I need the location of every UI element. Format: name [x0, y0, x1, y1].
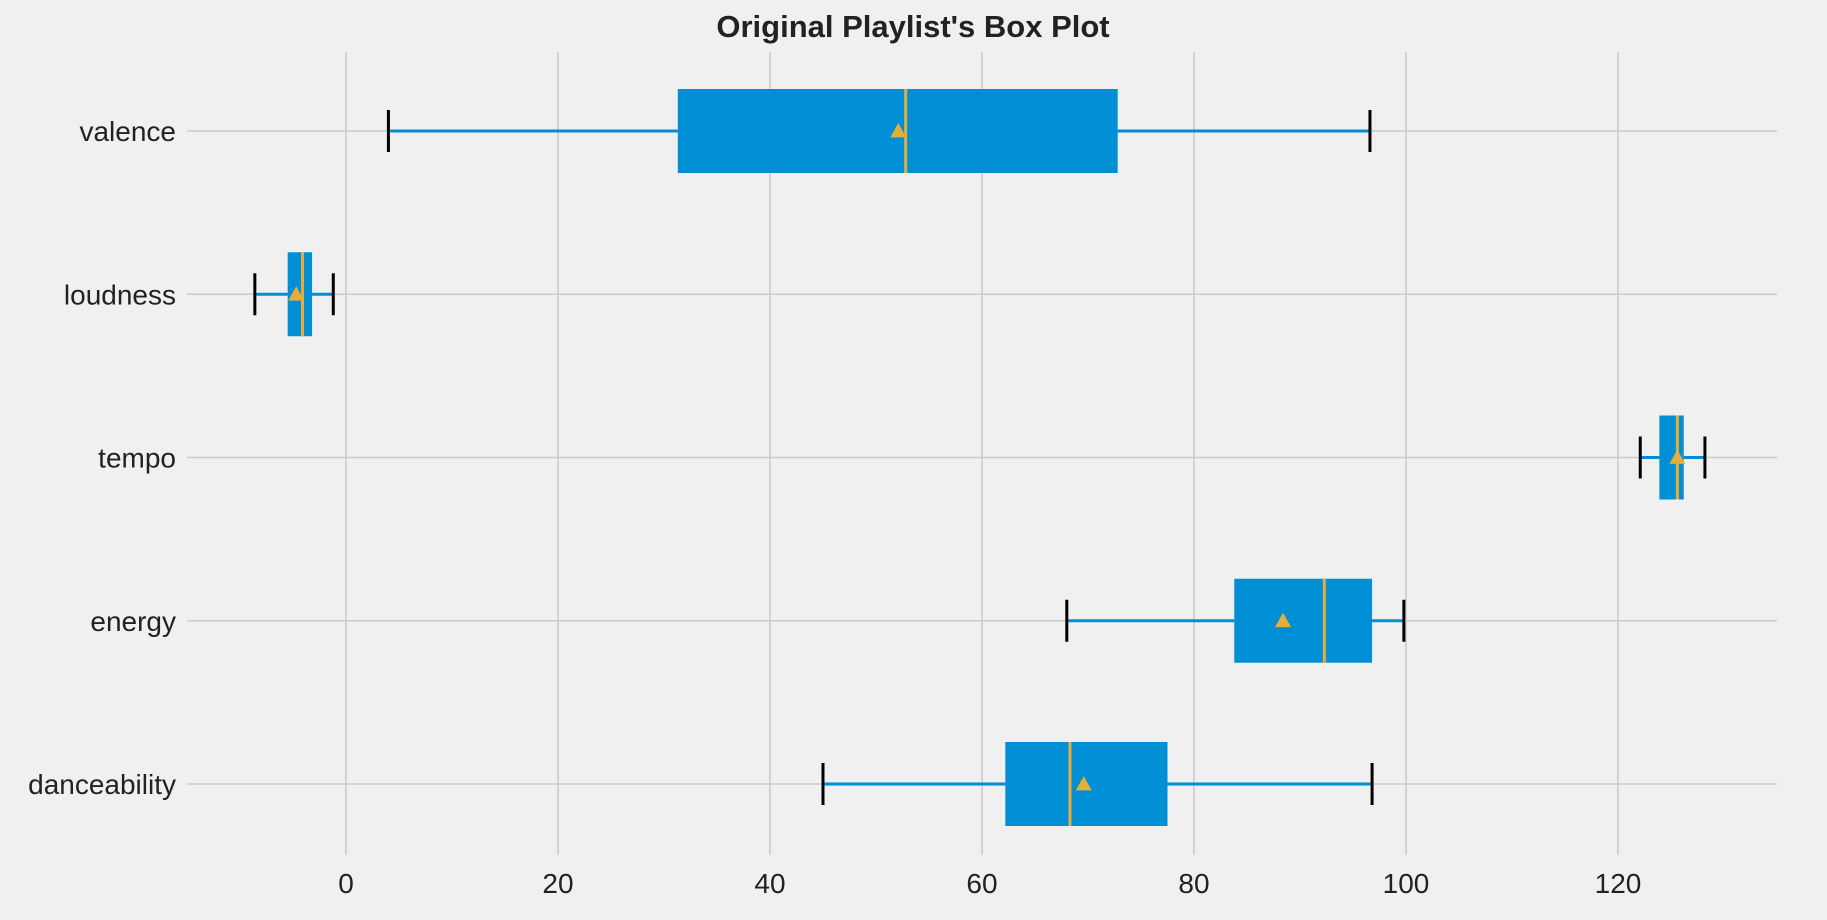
box-loudness: [253, 252, 335, 337]
x-axis-ticks: 0 20 40 60 80 100 120: [338, 868, 1641, 899]
box-valence: [386, 89, 1372, 173]
x-tick-label: 80: [1178, 868, 1209, 899]
mean-marker: [1669, 449, 1686, 464]
x-tick-label: 60: [966, 868, 997, 899]
box-layer: [253, 89, 1707, 826]
x-tick-label: 40: [754, 868, 785, 899]
mean-marker: [1075, 776, 1092, 791]
y-tick-label: energy: [90, 606, 176, 637]
x-tick-label: 20: [542, 868, 573, 899]
x-tick-label: 100: [1383, 868, 1430, 899]
box-tempo: [1638, 415, 1707, 500]
y-tick-label: loudness: [64, 279, 176, 310]
y-tick-label: valence: [79, 116, 176, 147]
box-danceability: [821, 742, 1374, 826]
mean-marker: [1275, 612, 1292, 628]
y-axis-ticks: danceability energy tempo loudness valence: [28, 116, 176, 800]
y-tick-label: tempo: [98, 443, 176, 474]
mean-marker: [890, 123, 907, 138]
chart-title: Original Playlist's Box Plot: [716, 9, 1109, 44]
iqr-box: [1234, 578, 1373, 663]
y-tick-label: danceability: [28, 769, 176, 800]
x-tick-label: 0: [338, 868, 354, 899]
x-tick-label: 120: [1595, 868, 1642, 899]
mean-marker: [288, 286, 305, 301]
box-energy: [1065, 578, 1406, 663]
